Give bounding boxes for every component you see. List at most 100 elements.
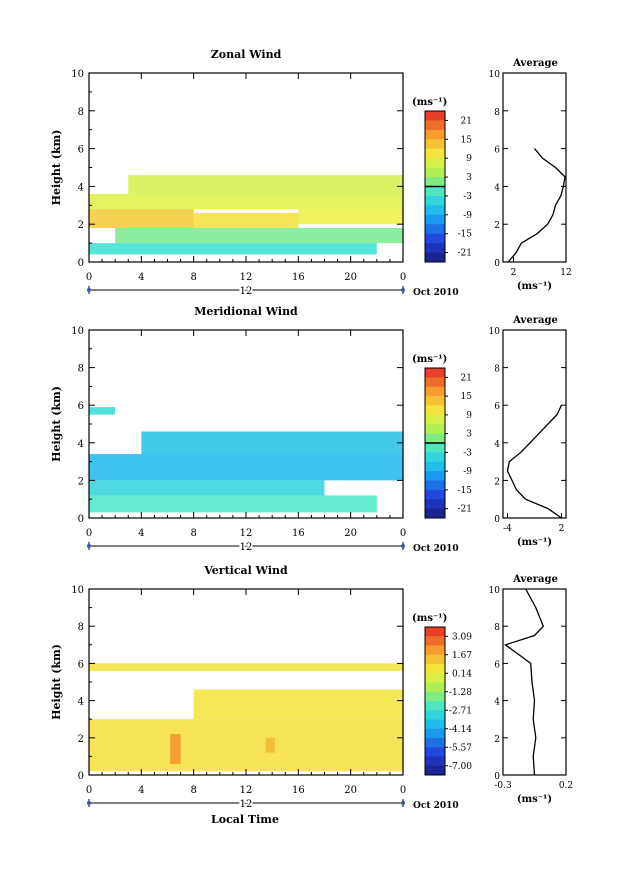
colorbar-swatch [425, 111, 445, 121]
colorbar-swatch [425, 195, 445, 206]
x-tick-label: 0 [86, 272, 92, 283]
panel-2: Meridional Wind 0 2 4 6 8 10 Height (km) 0 4 8 12 16… [50, 305, 567, 555]
colorbar-swatch [425, 654, 445, 665]
average-panel: Average 0 2 4 6 8 10 -0.3 0.2 (ms⁻¹) [489, 574, 574, 805]
y-tick-label: 10 [71, 326, 84, 337]
x-tick-label: 16 [292, 785, 305, 796]
colorbar-swatch [425, 682, 445, 693]
average-title: Average [512, 58, 558, 69]
y-tick-label: 2 [78, 220, 84, 231]
colorbar-tick-label: -9 [463, 467, 472, 477]
colorbar-swatch [425, 756, 445, 767]
y-tick-label: 0 [78, 514, 84, 525]
y-tick-label: 8 [78, 107, 84, 118]
average-y-tick-label: 0 [494, 515, 500, 525]
date-marker: 12 [240, 799, 253, 810]
colorbar-swatch [425, 645, 445, 656]
average-y-tick-label: 2 [494, 735, 500, 745]
y-axis-label: Height (km) [50, 644, 63, 720]
colorbar-tick-label: -2.71 [449, 706, 472, 716]
colorbar-swatch [425, 747, 445, 757]
heat-cell [89, 209, 194, 228]
colorbar-swatch [425, 139, 445, 150]
heat-cell [89, 495, 377, 513]
y-axis-label: Height (km) [50, 386, 63, 462]
average-title: Average [512, 574, 558, 585]
heat-cell [89, 663, 403, 671]
colorbar-tick-label: 15 [461, 392, 473, 402]
heat-cell [128, 175, 403, 194]
average-y-tick-label: 6 [494, 402, 500, 412]
colorbar-swatch [425, 627, 445, 637]
colorbar-swatch [425, 233, 445, 244]
heat-cell [89, 719, 403, 772]
x-tick-label: 4 [138, 785, 144, 796]
average-panel: Average 0 2 4 6 8 10 2 12 (ms⁻¹) [489, 58, 572, 292]
average-x-tick-label: 2 [559, 524, 565, 534]
date-axis-marker [401, 544, 405, 548]
colorbar-swatch [425, 471, 445, 481]
date-axis-marker [401, 288, 405, 292]
colorbar-tick-label: 3 [466, 173, 472, 183]
colorbar-swatch [425, 664, 445, 674]
average-y-tick-label: 0 [494, 772, 500, 782]
x-tick-label: 0 [400, 272, 406, 283]
colorbar-swatch [425, 414, 445, 425]
y-tick-label: 4 [78, 697, 84, 708]
colorbar-swatch [425, 673, 445, 683]
heat-cell [193, 689, 403, 720]
colorbar-swatch [425, 765, 445, 776]
colorbar-tick-label: -7.00 [449, 762, 472, 772]
heat-cell [89, 480, 325, 496]
colorbar-tick-label: 21 [461, 373, 472, 383]
colorbar-tick-label: -9 [463, 211, 472, 221]
date-axis-marker [87, 801, 91, 805]
panel-title: Meridional Wind [194, 305, 298, 318]
date-axis-marker [87, 288, 91, 292]
average-y-tick-label: 4 [494, 440, 500, 450]
average-profile-line [504, 588, 545, 776]
average-y-tick-label: 10 [489, 327, 501, 337]
y-tick-label: 0 [78, 771, 84, 782]
date-marker: 12 [240, 542, 253, 553]
colorbar-tick-label: -15 [458, 230, 473, 240]
colorbar-tick-label: 21 [461, 116, 472, 126]
heat-cell [141, 431, 404, 455]
colorbar-tick-label: -1.28 [449, 688, 472, 698]
average-profile-line [507, 148, 566, 263]
y-tick-label: 4 [78, 182, 84, 193]
x-axis-label: Local Time [211, 813, 279, 826]
average-panel: Average 0 2 4 6 8 10 -4 2 (ms⁻¹) [489, 315, 567, 548]
colorbar-tick-label: -15 [458, 486, 473, 496]
average-xlabel: (ms⁻¹) [517, 281, 552, 292]
colorbar-swatch [425, 452, 445, 463]
y-tick-label: 4 [78, 439, 84, 450]
average-frame [502, 329, 567, 519]
average-frame [502, 72, 567, 263]
colorbar-tick-label: 3.09 [452, 632, 472, 642]
panel-title: Zonal Wind [211, 48, 282, 61]
colorbar-tick-label: 3 [466, 430, 472, 440]
y-tick-label: 0 [78, 258, 84, 269]
colorbar-swatch [425, 377, 445, 388]
colorbar-swatch [425, 214, 445, 225]
average-y-tick-label: 10 [489, 70, 501, 80]
colorbar-tick-label: 1.67 [452, 651, 472, 661]
y-axis-label: Height (km) [50, 130, 63, 206]
heat-cell [265, 737, 275, 753]
panel-title: Vertical Wind [203, 564, 288, 577]
colorbar-tick-label: -3 [463, 192, 472, 202]
colorbar-swatch [425, 424, 445, 435]
colorbar: (ms⁻¹) 21 15 9 3 -3 -9 -15 -21 [412, 97, 472, 263]
y-tick-label: 10 [71, 69, 84, 80]
colorbar-swatch [425, 252, 445, 263]
y-tick-label: 10 [71, 585, 84, 596]
colorbar-tick-label: 0.14 [452, 669, 472, 679]
date-axis-marker [401, 801, 405, 805]
y-tick-label: 8 [78, 622, 84, 633]
heat-cell [89, 193, 403, 210]
average-y-tick-label: 2 [494, 221, 500, 231]
